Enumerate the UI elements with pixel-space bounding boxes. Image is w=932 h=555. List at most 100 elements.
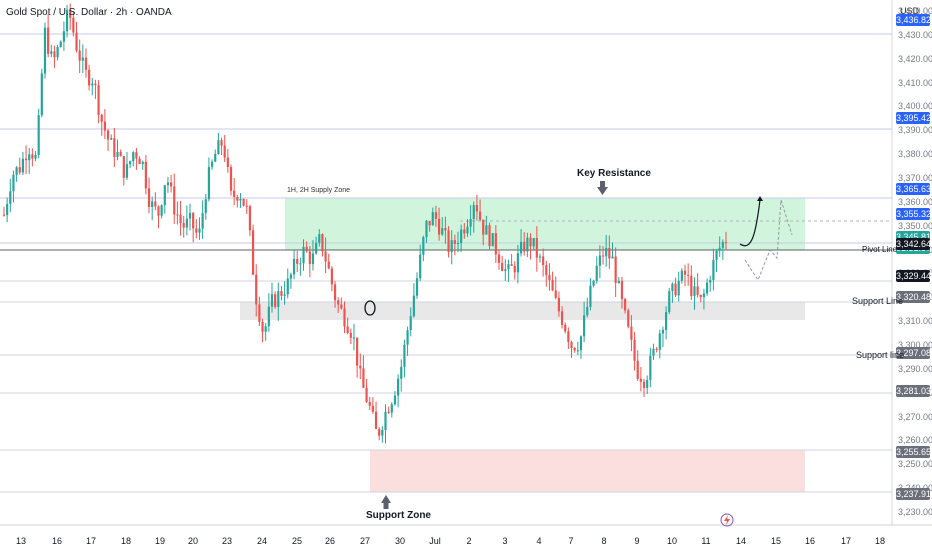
candle-body[interactable] <box>302 246 305 264</box>
candle-body[interactable] <box>507 264 510 270</box>
candle-body[interactable] <box>545 264 548 276</box>
candle-body[interactable] <box>624 299 627 311</box>
candle-body[interactable] <box>173 186 176 215</box>
candle-body[interactable] <box>188 212 192 219</box>
candle-body[interactable] <box>157 206 160 216</box>
candle-body[interactable] <box>330 268 333 285</box>
candle-body[interactable] <box>551 280 554 291</box>
candle-body[interactable] <box>554 290 557 298</box>
candle-body[interactable] <box>21 158 25 173</box>
candle-body[interactable] <box>712 259 715 280</box>
candle-body[interactable] <box>472 205 475 220</box>
candle-body[interactable] <box>409 316 412 331</box>
candle-body[interactable] <box>214 154 217 162</box>
candle-body[interactable] <box>724 242 728 244</box>
candle-body[interactable] <box>510 264 513 266</box>
candle-body[interactable] <box>151 201 154 207</box>
currency-label[interactable]: USD <box>900 6 920 16</box>
candle-body[interactable] <box>245 205 248 207</box>
candle-body[interactable] <box>349 332 352 338</box>
candle-body[interactable] <box>690 275 693 296</box>
candle-body[interactable] <box>56 47 59 58</box>
candle-body[interactable] <box>538 256 542 258</box>
candle-body[interactable] <box>255 274 258 305</box>
candle-body[interactable] <box>456 243 460 245</box>
candle-body[interactable] <box>639 378 642 382</box>
candle-body[interactable] <box>501 262 504 271</box>
candle-body[interactable] <box>91 83 94 86</box>
candle-body[interactable] <box>661 329 665 334</box>
candle-body[interactable] <box>289 274 293 279</box>
candle-body[interactable] <box>185 218 188 228</box>
candle-body[interactable] <box>154 201 157 207</box>
candle-body[interactable] <box>523 241 526 252</box>
candle-body[interactable] <box>333 284 337 301</box>
candle-body[interactable] <box>236 196 239 201</box>
candle-body[interactable] <box>586 306 589 316</box>
candle-body[interactable] <box>642 381 646 388</box>
candle-body[interactable] <box>65 9 69 32</box>
candle-body[interactable] <box>460 229 463 244</box>
candle-body[interactable] <box>469 219 472 227</box>
candle-body[interactable] <box>192 212 195 229</box>
supply-zone[interactable] <box>285 198 805 250</box>
candle-body[interactable] <box>567 331 570 343</box>
candle-body[interactable] <box>371 405 374 412</box>
candle-body[interactable] <box>88 69 91 86</box>
candle-body[interactable] <box>270 294 274 307</box>
candle-body[interactable] <box>630 326 633 340</box>
candle-body[interactable] <box>352 337 356 339</box>
candle-body[interactable] <box>535 238 538 258</box>
candle-body[interactable] <box>529 237 532 247</box>
candle-body[interactable] <box>277 291 280 307</box>
candle-body[interactable] <box>337 300 340 305</box>
candle-body[interactable] <box>176 214 179 216</box>
candle-body[interactable] <box>680 270 683 281</box>
candle-body[interactable] <box>248 206 252 231</box>
candle-body[interactable] <box>447 230 450 252</box>
candle-body[interactable] <box>346 326 349 333</box>
candle-body[interactable] <box>519 241 523 254</box>
candle-body[interactable] <box>122 156 125 178</box>
candle-body[interactable] <box>453 240 456 244</box>
candle-body[interactable] <box>605 247 608 257</box>
candle-body[interactable] <box>381 429 384 436</box>
candle-body[interactable] <box>12 174 15 192</box>
candle-body[interactable] <box>715 250 718 260</box>
candle-body[interactable] <box>217 140 220 155</box>
candle-body[interactable] <box>129 161 132 165</box>
candle-body[interactable] <box>721 242 724 248</box>
candle-body[interactable] <box>28 154 31 161</box>
candle-body[interactable] <box>113 138 116 157</box>
candle-body[interactable] <box>119 151 122 157</box>
candle-body[interactable] <box>198 228 201 233</box>
candle-body[interactable] <box>166 182 170 186</box>
candle-body[interactable] <box>406 330 409 345</box>
candle-body[interactable] <box>81 57 84 61</box>
candle-body[interactable] <box>116 151 119 157</box>
candle-body[interactable] <box>646 379 649 388</box>
candle-body[interactable] <box>135 152 138 159</box>
candle-body[interactable] <box>397 378 400 396</box>
candle-body[interactable] <box>699 294 702 298</box>
candle-body[interactable] <box>204 199 207 214</box>
candle-body[interactable] <box>37 115 40 155</box>
candle-body[interactable] <box>226 157 229 168</box>
candle-body[interactable] <box>106 130 110 140</box>
candle-body[interactable] <box>305 246 308 252</box>
candle-body[interactable] <box>15 167 18 175</box>
candle-body[interactable] <box>242 198 245 206</box>
candle-body[interactable] <box>434 212 438 219</box>
candle-body[interactable] <box>2 214 6 216</box>
candle-body[interactable] <box>463 229 466 234</box>
candle-body[interactable] <box>138 158 141 165</box>
candle-body[interactable] <box>419 254 422 279</box>
candle-body[interactable] <box>296 258 299 264</box>
candle-body[interactable] <box>374 411 378 429</box>
candle-body[interactable] <box>475 205 479 212</box>
candle-body[interactable] <box>327 261 330 269</box>
candle-body[interactable] <box>702 293 706 298</box>
candle-body[interactable] <box>478 211 482 220</box>
candle-body[interactable] <box>251 230 255 275</box>
